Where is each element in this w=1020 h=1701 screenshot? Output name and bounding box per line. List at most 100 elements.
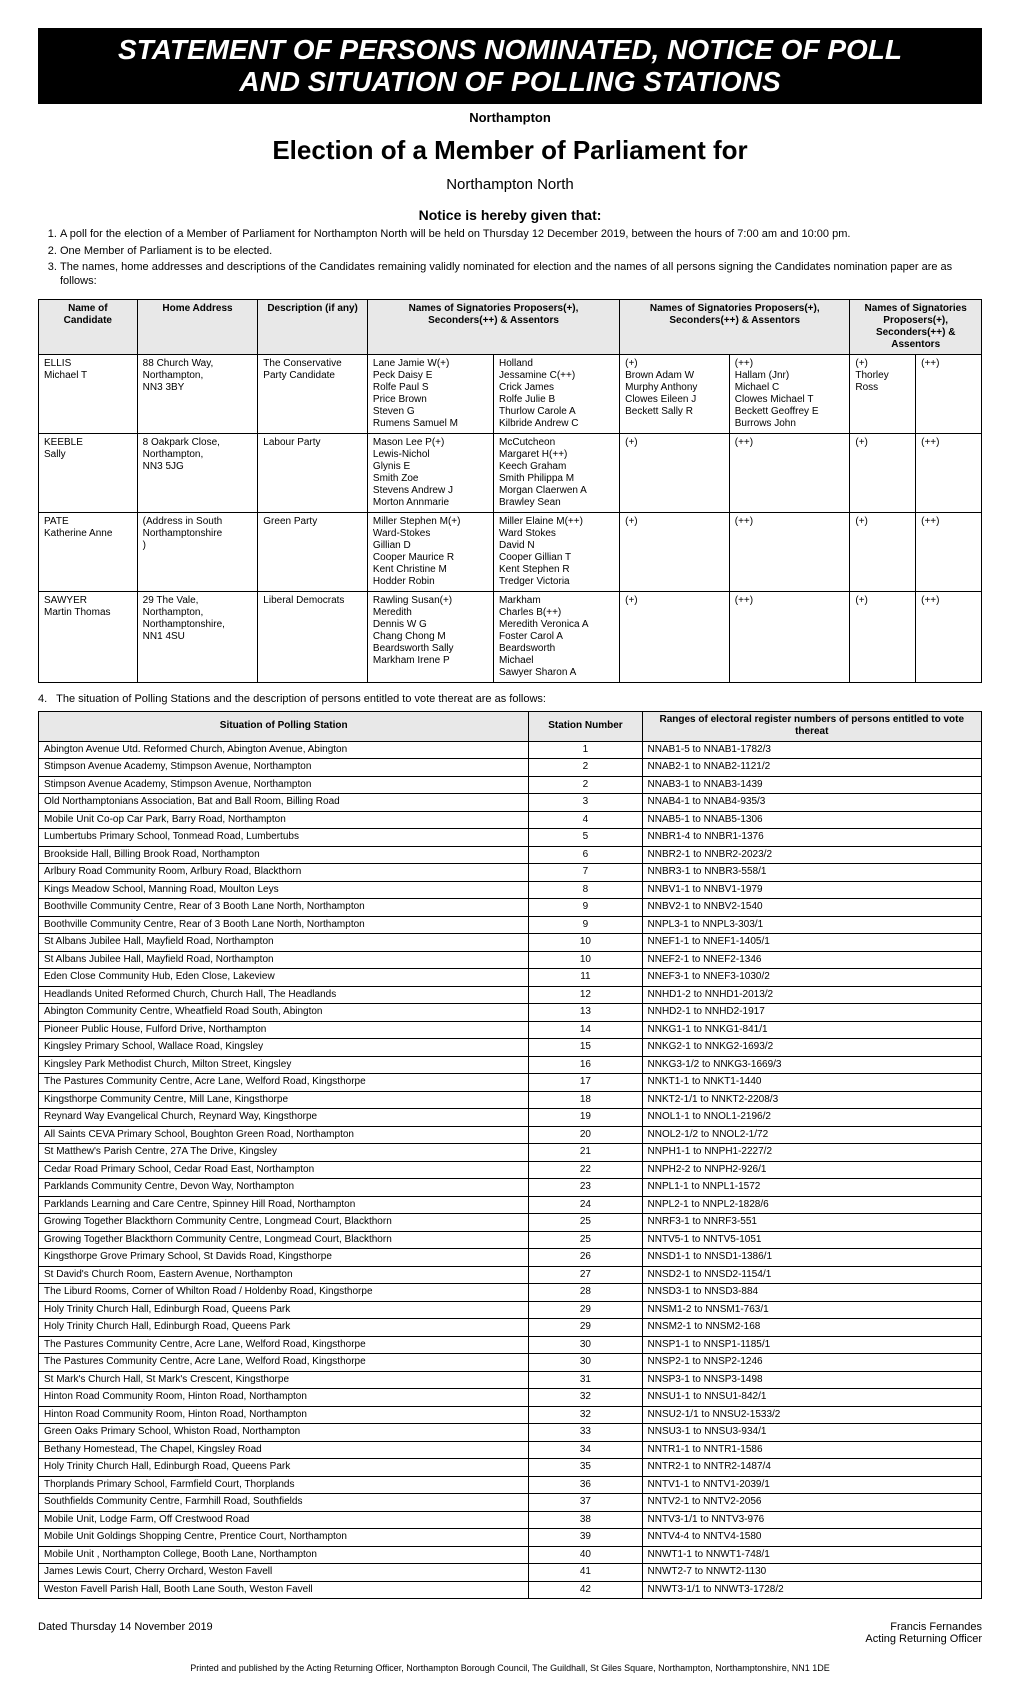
- station-range: NNPL2-1 to NNPL2-1828/6: [642, 1196, 981, 1214]
- col-sigs-3: Names of Signatories Proposers(+), Secon…: [850, 299, 982, 354]
- station-range: NNTV3-1/1 to NNTV3-976: [642, 1511, 981, 1529]
- officer-name: Francis Fernandes: [865, 1621, 982, 1633]
- station-situation: Headlands United Reformed Church, Church…: [39, 986, 529, 1004]
- station-situation: Eden Close Community Hub, Eden Close, La…: [39, 969, 529, 987]
- station-number: 15: [529, 1039, 642, 1057]
- station-range: NNTV4-4 to NNTV4-1580: [642, 1529, 981, 1547]
- station-range: NNSP1-1 to NNSP1-1185/1: [642, 1336, 981, 1354]
- station-row: Mobile Unit Co-op Car Park, Barry Road, …: [39, 811, 982, 829]
- sig-col: (++): [729, 512, 850, 591]
- station-number: 30: [529, 1336, 642, 1354]
- cand-addr: 88 Church Way, Northampton, NN3 3BY: [137, 354, 258, 433]
- station-situation: Kingsthorpe Grove Primary School, St Dav…: [39, 1249, 529, 1267]
- station-situation: Brookside Hall, Billing Brook Road, Nort…: [39, 846, 529, 864]
- station-situation: Bethany Homestead, The Chapel, Kingsley …: [39, 1441, 529, 1459]
- station-situation: Southfields Community Centre, Farmhill R…: [39, 1494, 529, 1512]
- sig-col: (+): [850, 433, 916, 512]
- station-range: NNKG2-1 to NNKG2-1693/2: [642, 1039, 981, 1057]
- station-number: 20: [529, 1126, 642, 1144]
- station-row: Boothville Community Centre, Rear of 3 B…: [39, 899, 982, 917]
- station-row: St Albans Jubilee Hall, Mayfield Road, N…: [39, 951, 982, 969]
- station-row: Boothville Community Centre, Rear of 3 B…: [39, 916, 982, 934]
- station-situation: All Saints CEVA Primary School, Boughton…: [39, 1126, 529, 1144]
- cand-desc: Green Party: [258, 512, 368, 591]
- polling-stations-table: Situation of Polling Station Station Num…: [38, 711, 982, 1600]
- station-range: NNKT2-1/1 to NNKT2-2208/3: [642, 1091, 981, 1109]
- area-name: Northampton: [38, 110, 982, 125]
- col-sigs-2: Names of Signatories Proposers(+), Secon…: [620, 299, 850, 354]
- station-range: NNAB1-5 to NNAB1-1782/3: [642, 741, 981, 759]
- station-row: St David's Church Room, Eastern Avenue, …: [39, 1266, 982, 1284]
- station-range: NNBR1-4 to NNBR1-1376: [642, 829, 981, 847]
- station-row: St Albans Jubilee Hall, Mayfield Road, N…: [39, 934, 982, 952]
- sig-col: Holland Jessamine C(++) Crick James Rolf…: [494, 354, 620, 433]
- col-station-number: Station Number: [529, 711, 642, 741]
- station-row: Brookside Hall, Billing Brook Road, Nort…: [39, 846, 982, 864]
- station-number: 36: [529, 1476, 642, 1494]
- station-situation: Abington Community Centre, Wheatfield Ro…: [39, 1004, 529, 1022]
- station-situation: Thorplands Primary School, Farmfield Cou…: [39, 1476, 529, 1494]
- station-row: Arlbury Road Community Room, Arlbury Roa…: [39, 864, 982, 882]
- station-situation: Boothville Community Centre, Rear of 3 B…: [39, 899, 529, 917]
- cand-name: ELLIS Michael T: [39, 354, 138, 433]
- cand-name: SAWYER Martin Thomas: [39, 591, 138, 682]
- station-number: 32: [529, 1406, 642, 1424]
- sig-col: (++): [916, 591, 982, 682]
- station-number: 26: [529, 1249, 642, 1267]
- station-range: NNTR1-1 to NNTR1-1586: [642, 1441, 981, 1459]
- sig-col: (+): [620, 591, 730, 682]
- station-situation: The Pastures Community Centre, Acre Lane…: [39, 1354, 529, 1372]
- notice-item: The names, home addresses and descriptio…: [60, 260, 982, 289]
- officer-title: Acting Returning Officer: [865, 1633, 982, 1645]
- station-row: Parklands Community Centre, Devon Way, N…: [39, 1179, 982, 1197]
- station-range: NNHD1-2 to NNHD1-2013/2: [642, 986, 981, 1004]
- station-range: NNKG1-1 to NNKG1-841/1: [642, 1021, 981, 1039]
- station-row: Southfields Community Centre, Farmhill R…: [39, 1494, 982, 1512]
- station-range: NNOL2-1/2 to NNOL2-1/72: [642, 1126, 981, 1144]
- station-number: 31: [529, 1371, 642, 1389]
- station-range: NNTV1-1 to NNTV1-2039/1: [642, 1476, 981, 1494]
- station-row: Holy Trinity Church Hall, Edinburgh Road…: [39, 1459, 982, 1477]
- station-number: 4: [529, 811, 642, 829]
- station-number: 28: [529, 1284, 642, 1302]
- station-number: 9: [529, 899, 642, 917]
- cand-name: KEEBLE Sally: [39, 433, 138, 512]
- station-number: 18: [529, 1091, 642, 1109]
- station-range: NNSD3-1 to NNSD3-884: [642, 1284, 981, 1302]
- station-situation: The Liburd Rooms, Corner of Whilton Road…: [39, 1284, 529, 1302]
- station-situation: Kings Meadow School, Manning Road, Moult…: [39, 881, 529, 899]
- col-desc: Description (if any): [258, 299, 368, 354]
- station-range: NNSM2-1 to NNSM2-168: [642, 1319, 981, 1337]
- station-range: NNTR2-1 to NNTR2-1487/4: [642, 1459, 981, 1477]
- station-number: 33: [529, 1424, 642, 1442]
- col-name: Name of Candidate: [39, 299, 138, 354]
- station-row: Headlands United Reformed Church, Church…: [39, 986, 982, 1004]
- sig-col: (+): [850, 512, 916, 591]
- banner-line-1: STATEMENT OF PERSONS NOMINATED, NOTICE O…: [118, 34, 902, 65]
- station-range: NNEF2-1 to NNEF2-1346: [642, 951, 981, 969]
- station-range: NNSU3-1 to NNSU3-934/1: [642, 1424, 981, 1442]
- sig-col: (+) Brown Adam W Murphy Anthony Clowes E…: [620, 354, 730, 433]
- station-row: Stimpson Avenue Academy, Stimpson Avenue…: [39, 759, 982, 777]
- station-row: Kings Meadow School, Manning Road, Moult…: [39, 881, 982, 899]
- constituency-name: Northampton North: [38, 176, 982, 193]
- station-number: 42: [529, 1581, 642, 1599]
- notice-list: A poll for the election of a Member of P…: [38, 227, 982, 288]
- station-situation: The Pastures Community Centre, Acre Lane…: [39, 1336, 529, 1354]
- station-number: 25: [529, 1231, 642, 1249]
- station-row: Kingsley Park Methodist Church, Milton S…: [39, 1056, 982, 1074]
- notice-item: A poll for the election of a Member of P…: [60, 227, 982, 241]
- station-situation: Kingsley Park Methodist Church, Milton S…: [39, 1056, 529, 1074]
- station-row: Holy Trinity Church Hall, Edinburgh Road…: [39, 1319, 982, 1337]
- station-row: Abington Avenue Utd. Reformed Church, Ab…: [39, 741, 982, 759]
- station-row: Bethany Homestead, The Chapel, Kingsley …: [39, 1441, 982, 1459]
- station-situation: Arlbury Road Community Room, Arlbury Roa…: [39, 864, 529, 882]
- station-row: Mobile Unit, Lodge Farm, Off Crestwood R…: [39, 1511, 982, 1529]
- station-row: Mobile Unit Goldings Shopping Centre, Pr…: [39, 1529, 982, 1547]
- station-range: NNTV2-1 to NNTV2-2056: [642, 1494, 981, 1512]
- station-row: Kingsthorpe Grove Primary School, St Dav…: [39, 1249, 982, 1267]
- station-situation: Abington Avenue Utd. Reformed Church, Ab…: [39, 741, 529, 759]
- station-situation: Growing Together Blackthorn Community Ce…: [39, 1214, 529, 1232]
- col-situation: Situation of Polling Station: [39, 711, 529, 741]
- station-number: 21: [529, 1144, 642, 1162]
